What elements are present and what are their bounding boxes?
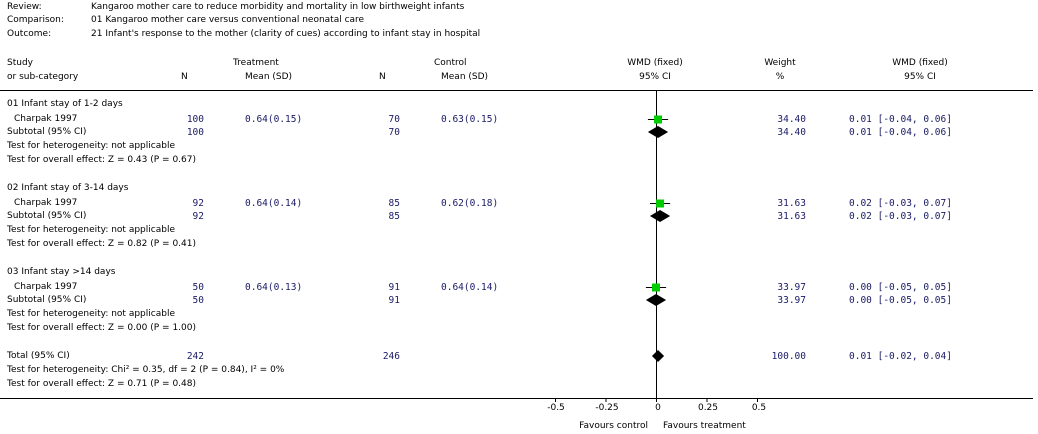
total-overall-effect-test: Test for overall effect: Z = 0.71 (P = 0… [7, 379, 196, 389]
heterogeneity-test: Test for heterogeneity: not applicable [7, 309, 175, 319]
review-label: Review: [7, 2, 42, 12]
subtotal-n-control: 91 [388, 295, 400, 306]
col-study-line1: Study [7, 58, 33, 68]
study-mean-control: 0.64(0.14) [441, 282, 499, 293]
study-marker [652, 283, 660, 292]
col-ci-line2: 95% CI [904, 72, 936, 82]
study-name: Charpak 1997 [14, 114, 78, 124]
col-study-line2: or sub-category [7, 72, 79, 82]
subtotal-weight: 34.40 [777, 127, 806, 138]
overall-effect-test: Test for overall effect: Z = 0.00 (P = 1… [7, 323, 196, 333]
col-mean-treatment: Mean (SD) [245, 72, 293, 82]
study-weight: 34.40 [777, 114, 806, 125]
overall-effect-test: Test for overall effect: Z = 0.82 (P = 0… [7, 239, 196, 249]
total-label: Total (95% CI) [7, 351, 70, 361]
total-n-treatment: 242 [186, 351, 204, 362]
study-mean-control: 0.62(0.18) [441, 198, 499, 209]
col-treatment: Treatment [233, 58, 279, 68]
subtotal-n-control: 70 [388, 127, 400, 138]
subtotal-ci: 0.00 [-0.05, 0.05] [849, 295, 952, 306]
total-weight: 100.00 [771, 351, 806, 362]
heterogeneity-test: Test for heterogeneity: not applicable [7, 141, 175, 151]
subtotal-diamond [645, 294, 667, 306]
overall-effect-test: Test for overall effect: Z = 0.43 (P = 0… [7, 155, 196, 165]
group-title: 02 Infant stay of 3-14 days [7, 183, 129, 193]
study-weight: 33.97 [777, 282, 806, 293]
study-n-control: 91 [388, 282, 400, 293]
subtotal-ci: 0.01 [-0.04, 0.06] [849, 127, 952, 138]
col-ci-line1: WMD (fixed) [892, 58, 948, 68]
axis-tick-label: 0.25 [697, 403, 719, 413]
outcome-label: Outcome: [7, 29, 52, 39]
group-title: 03 Infant stay >14 days [7, 267, 116, 277]
subtotal-diamond [647, 126, 669, 138]
total-n-control: 246 [382, 351, 400, 362]
study-n-control: 85 [388, 198, 400, 209]
study-marker [656, 199, 665, 208]
study-name: Charpak 1997 [14, 282, 78, 292]
subtotal-label: Subtotal (95% CI) [7, 211, 87, 221]
col-effect-line2: 95% CI [639, 72, 671, 82]
col-mean-control: Mean (SD) [441, 72, 489, 82]
subtotal-n-treatment: 100 [186, 127, 204, 138]
subtotal-n-treatment: 92 [192, 211, 204, 222]
col-weight-line2: % [775, 72, 785, 82]
review-value: Kangaroo mother care to reduce morbidity… [91, 2, 465, 12]
col-weight-line1: Weight [764, 58, 796, 68]
study-n-treatment: 50 [192, 282, 204, 293]
subtotal-label: Subtotal (95% CI) [7, 295, 87, 305]
study-name: Charpak 1997 [14, 198, 78, 208]
study-ci: 0.01 [-0.04, 0.06] [849, 114, 952, 125]
study-mean-treatment: 0.64(0.15) [245, 114, 303, 125]
outcome-value: 21 Infant's response to the mother (clar… [91, 29, 481, 39]
col-control: Control [434, 58, 467, 68]
axis-tick-label: 0.5 [751, 403, 767, 413]
total-heterogeneity-test: Test for heterogeneity: Chi² = 0.35, df … [7, 365, 285, 375]
subtotal-n-control: 85 [388, 211, 400, 222]
axis-tick-label: -0.5 [547, 403, 565, 413]
subtotal-weight: 31.63 [777, 211, 806, 222]
comparison-label: Comparison: [7, 15, 64, 25]
favours-treatment-label: Favours treatment [663, 421, 746, 431]
col-n-treatment: N [181, 72, 188, 82]
favours-control-label: Favours control [579, 421, 648, 431]
heterogeneity-test: Test for heterogeneity: not applicable [7, 225, 175, 235]
study-ci: 0.02 [-0.03, 0.07] [849, 198, 952, 209]
subtotal-weight: 33.97 [777, 295, 806, 306]
study-ci: 0.00 [-0.05, 0.05] [849, 282, 952, 293]
study-weight: 31.63 [777, 198, 806, 209]
study-n-treatment: 92 [192, 198, 204, 209]
study-mean-control: 0.63(0.15) [441, 114, 499, 125]
study-mean-treatment: 0.64(0.13) [245, 282, 303, 293]
col-effect-line1: WMD (fixed) [627, 58, 683, 68]
study-marker [654, 115, 663, 124]
footer-rule [0, 398, 1033, 399]
col-n-control: N [379, 72, 386, 82]
comparison-value: 01 Kangaroo mother care versus conventio… [91, 15, 365, 25]
axis-tick-label: 0 [655, 403, 661, 413]
axis-tick-label: -0.25 [595, 403, 619, 413]
subtotal-label: Subtotal (95% CI) [7, 127, 87, 137]
study-n-control: 70 [388, 114, 400, 125]
header-rule [0, 90, 1033, 91]
subtotal-ci: 0.02 [-0.03, 0.07] [849, 211, 952, 222]
group-title: 01 Infant stay of 1-2 days [7, 99, 123, 109]
study-n-treatment: 100 [186, 114, 204, 125]
subtotal-diamond [649, 210, 671, 222]
subtotal-n-treatment: 50 [192, 295, 204, 306]
total-diamond [651, 350, 665, 362]
study-mean-treatment: 0.64(0.14) [245, 198, 303, 209]
total-ci: 0.01 [-0.02, 0.04] [849, 351, 952, 362]
